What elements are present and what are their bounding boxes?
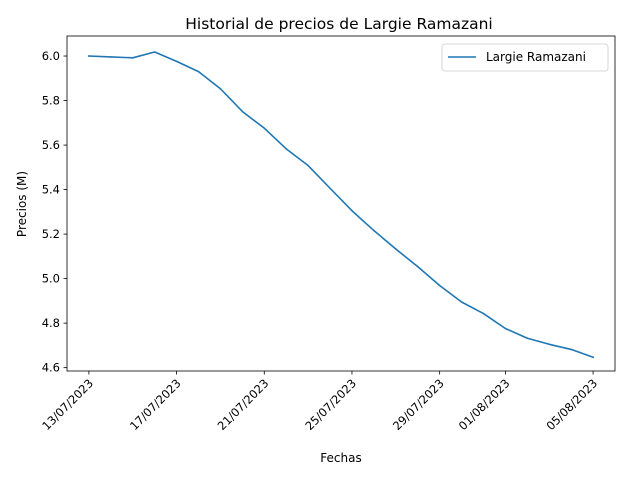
y-tick-label: 5.2 <box>42 227 60 241</box>
data-point <box>438 284 441 287</box>
series-line-0 <box>88 51 595 359</box>
y-tick-label: 4.8 <box>42 316 60 330</box>
data-point <box>548 343 551 346</box>
y-tick-label: 4.6 <box>42 361 60 375</box>
data-point <box>416 265 419 268</box>
data-point <box>351 209 353 212</box>
x-axis: 13/07/2023 17/07/2023 21/07/2023 25/07/2023… <box>39 371 600 433</box>
data-point <box>373 229 375 232</box>
data-point <box>219 87 222 90</box>
x-tick-label: 01/08/2023 <box>456 376 513 433</box>
data-point <box>329 187 331 190</box>
data-point <box>131 57 134 59</box>
legend: Largie Ramazani <box>441 43 609 72</box>
data-point <box>526 337 529 340</box>
x-tick-label: 29/07/2023 <box>390 376 447 433</box>
legend-label: Largie Ramazani <box>486 50 586 64</box>
x-tick-label: 05/08/2023 <box>543 376 600 433</box>
y-axis: 4.6 4.8 5.0 5.2 5.4 5.6 5.8 6.0 <box>42 49 67 375</box>
data-point <box>197 70 200 73</box>
data-point <box>110 56 112 58</box>
data-point <box>482 312 485 315</box>
x-tick-label: 13/07/2023 <box>39 376 96 433</box>
plot-area-frame <box>66 35 616 372</box>
data-point <box>153 51 156 53</box>
y-tick-label: 5.0 <box>42 272 60 286</box>
data-point <box>460 301 463 303</box>
y-axis-label: Precios (M) <box>15 171 29 237</box>
data-point <box>88 55 90 57</box>
data-point <box>175 60 178 63</box>
y-tick-label: 5.6 <box>42 138 60 152</box>
y-tick-label: 5.8 <box>42 94 60 108</box>
x-tick-label: 25/07/2023 <box>302 376 359 433</box>
series-layer <box>88 51 595 359</box>
y-tick-label: 6.0 <box>42 49 60 63</box>
legend-box <box>441 43 609 72</box>
y-tick-label: 5.4 <box>42 183 60 197</box>
data-point <box>285 148 288 150</box>
x-tick-label: 21/07/2023 <box>215 376 272 433</box>
data-point <box>570 348 572 351</box>
x-tick-label: 17/07/2023 <box>127 376 184 433</box>
x-axis-label: Fechas <box>320 451 361 465</box>
chart-title: Historial de precios de Largie Ramazani <box>185 15 492 33</box>
data-point <box>307 164 309 167</box>
data-point <box>241 110 244 113</box>
data-point <box>592 356 594 358</box>
data-point <box>504 327 507 330</box>
data-point <box>395 248 397 250</box>
data-point <box>263 127 266 129</box>
